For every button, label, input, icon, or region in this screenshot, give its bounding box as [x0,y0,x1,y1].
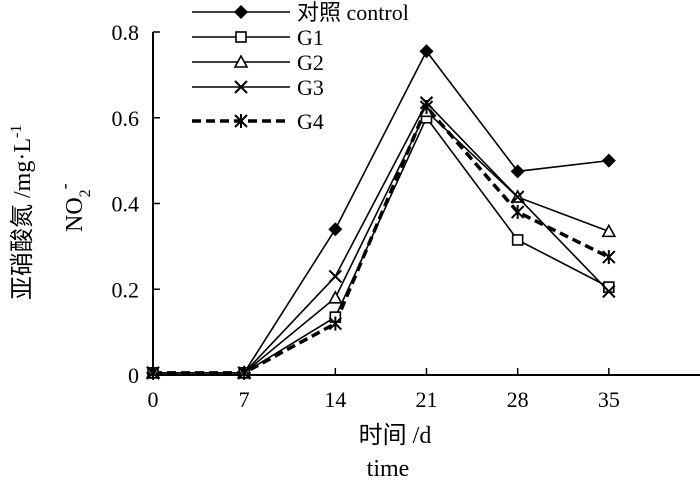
legend-label: G3 [297,75,324,100]
x-tick-label: 21 [416,387,438,412]
legend-marker [233,54,249,68]
x-tick-label: 14 [324,387,346,412]
data-point-series-1 [601,153,616,168]
data-point-series-2 [511,234,524,246]
x-tick-label: 35 [598,387,620,412]
data-point-series-4 [328,269,343,284]
y-ticks: 0 0.2 0.4 0.6 0.8 [112,20,160,388]
data-point-series-1 [510,164,525,179]
y-axis-title-en-sub: 2 [77,189,94,197]
data-point-series-3 [601,223,617,238]
y-axis-title-en: NO2- [54,183,94,232]
series-line-3 [153,109,610,374]
data-point-series-4 [510,190,525,204]
legend-label: G4 [297,109,324,134]
data-point-series-3 [327,290,343,304]
y-tick-label: 0.6 [112,106,140,131]
data-point-series-1 [419,44,434,59]
y-axis-title-main: 亚硝酸氮 /mg·L [9,138,36,300]
legend-label: G2 [297,50,324,75]
y-tick-label: 0.4 [112,192,140,217]
y-axis-title-en-main: NO [62,197,88,232]
data-point-series-5 [602,250,616,265]
y-tick-label: 0 [128,363,139,388]
series-line-4 [153,101,610,374]
data-point-series-5 [419,100,434,115]
y-tick-label: 0.2 [112,277,140,302]
series-line-2 [153,116,610,374]
data-point-series-5 [328,316,343,331]
legend-marker [234,80,248,94]
y-axis-title: 亚硝酸氮 /mg·L-1 [8,125,36,300]
legend-label: 对照 control [297,0,409,25]
data-point-series-1 [328,222,343,237]
x-tick-label: 0 [148,387,159,412]
x-tick-label: 28 [507,387,529,412]
x-tick-label: 7 [239,387,250,412]
series-line-5 [153,103,610,375]
legend-label: G1 [297,25,324,50]
legend-marker [234,5,248,19]
data-point-series-5 [237,365,251,380]
x-axis-title-en: time [367,456,410,481]
legend-marker [234,114,248,128]
series-layer [145,44,617,380]
data-point-series-4 [602,284,616,299]
y-axis-title-en-sup: - [54,183,74,189]
data-point-series-5 [510,205,525,220]
y-tick-label: 0.8 [112,20,140,45]
data-point-series-5 [146,365,160,380]
legend-marker [235,31,247,43]
x-axis-title: 时间 /d [359,422,432,449]
y-axis-title-sup: -1 [8,125,25,138]
x-ticks: 0 7 14 21 28 35 [148,368,620,412]
